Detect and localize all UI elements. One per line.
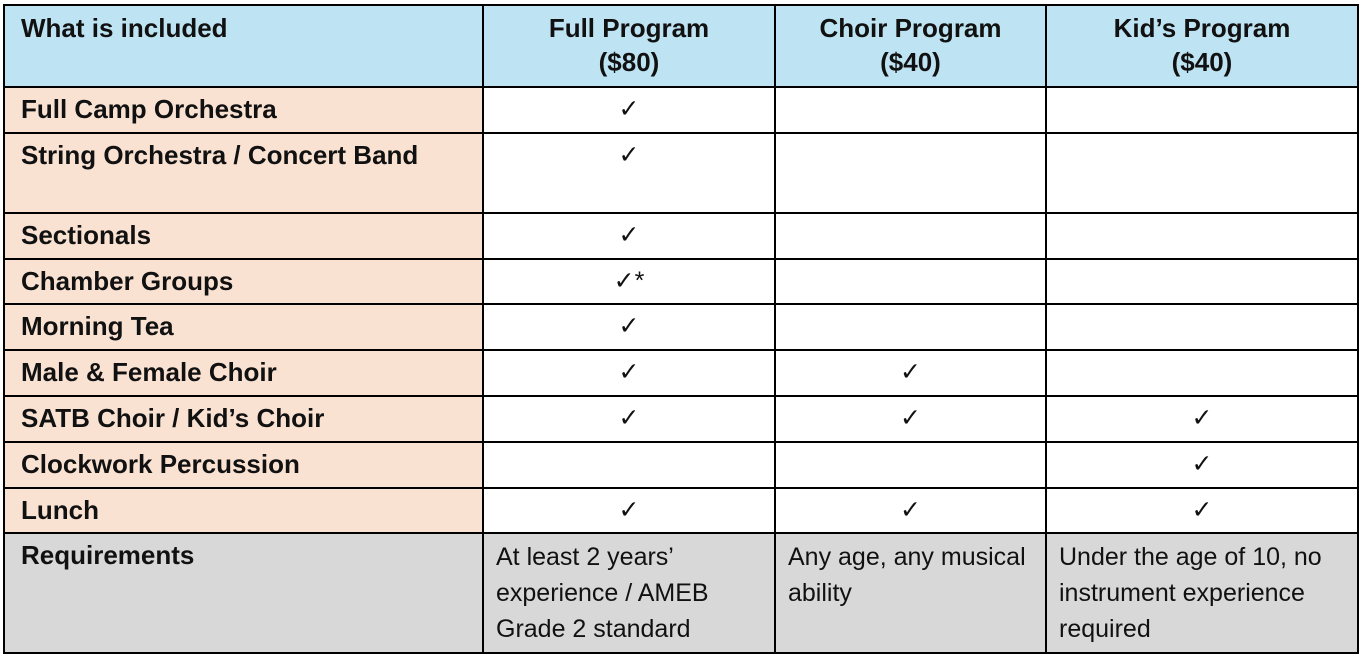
column-header-full-program: Full Program ($80) bbox=[482, 4, 776, 88]
check-cell: ✓* bbox=[482, 257, 776, 306]
column-header-choir-program: Choir Program ($40) bbox=[774, 4, 1047, 88]
check-cell: ✓ bbox=[482, 303, 776, 352]
check-cell: ✓ bbox=[482, 131, 776, 214]
check-cell: ✓ bbox=[1045, 440, 1359, 489]
check-cell: ✓ bbox=[774, 394, 1047, 443]
check-cell bbox=[774, 257, 1047, 306]
column-header-label: Choir Program bbox=[819, 13, 1002, 43]
check-cell: ✓ bbox=[774, 349, 1047, 397]
table-row: Clockwork Percussion ✓ bbox=[3, 440, 1359, 489]
check-cell: ✓ bbox=[482, 211, 776, 260]
column-header-label: Full Program bbox=[548, 13, 710, 43]
row-label: Full Camp Orchestra bbox=[3, 86, 484, 134]
check-cell bbox=[774, 303, 1047, 352]
table-header: What is included Full Program ($80) Choi… bbox=[3, 4, 1359, 88]
table-row: Lunch ✓ ✓ ✓ bbox=[3, 486, 1359, 535]
check-cell: ✓ bbox=[774, 486, 1047, 535]
requirements-row: Requirements At least 2 years’ experienc… bbox=[3, 532, 1359, 655]
table-row: Male & Female Choir ✓ ✓ bbox=[3, 349, 1359, 397]
row-label: Chamber Groups bbox=[3, 257, 484, 306]
row-label: Male & Female Choir bbox=[3, 349, 484, 397]
check-cell: ✓ bbox=[1045, 394, 1359, 443]
requirement-cell: At least 2 years’ experience / AMEB Grad… bbox=[482, 532, 776, 655]
column-header-included: What is included bbox=[3, 4, 484, 88]
requirement-cell: Under the age of 10, no instrument exper… bbox=[1045, 532, 1359, 655]
row-label: Morning Tea bbox=[3, 303, 484, 352]
column-header-label: What is included bbox=[21, 13, 228, 43]
table-row: String Orchestra / Concert Band ✓ bbox=[3, 131, 1359, 214]
check-cell bbox=[774, 131, 1047, 214]
column-header-label: Kid’s Program bbox=[1113, 13, 1291, 43]
check-cell bbox=[1045, 303, 1359, 352]
table-row: Chamber Groups ✓* bbox=[3, 257, 1359, 306]
row-label: Sectionals bbox=[3, 211, 484, 260]
header-row: What is included Full Program ($80) Choi… bbox=[3, 4, 1359, 88]
check-cell bbox=[1045, 86, 1359, 134]
table-row: SATB Choir / Kid’s Choir ✓ ✓ ✓ bbox=[3, 394, 1359, 443]
program-comparison-table: What is included Full Program ($80) Choi… bbox=[3, 4, 1359, 655]
column-header-price: ($40) bbox=[880, 46, 941, 77]
check-cell: ✓ bbox=[482, 349, 776, 397]
table-row: Sectionals ✓ bbox=[3, 211, 1359, 260]
column-header-price: ($40) bbox=[1171, 46, 1233, 77]
row-label: Clockwork Percussion bbox=[3, 440, 484, 489]
check-cell: ✓ bbox=[482, 394, 776, 443]
table-body: Full Camp Orchestra ✓ String Orchestra /… bbox=[3, 86, 1359, 655]
table-row: Full Camp Orchestra ✓ bbox=[3, 86, 1359, 134]
row-label: String Orchestra / Concert Band bbox=[3, 131, 484, 214]
row-label: Requirements bbox=[3, 532, 484, 655]
check-cell: ✓ bbox=[482, 486, 776, 535]
column-header-price: ($80) bbox=[598, 46, 660, 77]
check-cell bbox=[482, 440, 776, 489]
row-label: Lunch bbox=[3, 486, 484, 535]
check-cell bbox=[1045, 349, 1359, 397]
table-row: Morning Tea ✓ bbox=[3, 303, 1359, 352]
check-cell bbox=[774, 211, 1047, 260]
check-cell bbox=[774, 440, 1047, 489]
column-header-kids-program: Kid’s Program ($40) bbox=[1045, 4, 1359, 88]
check-cell bbox=[1045, 257, 1359, 306]
check-cell bbox=[1045, 211, 1359, 260]
check-cell bbox=[774, 86, 1047, 134]
check-cell: ✓ bbox=[482, 86, 776, 134]
row-label: SATB Choir / Kid’s Choir bbox=[3, 394, 484, 443]
check-cell: ✓ bbox=[1045, 486, 1359, 535]
check-cell bbox=[1045, 131, 1359, 214]
requirement-cell: Any age, any musical ability bbox=[774, 532, 1047, 655]
